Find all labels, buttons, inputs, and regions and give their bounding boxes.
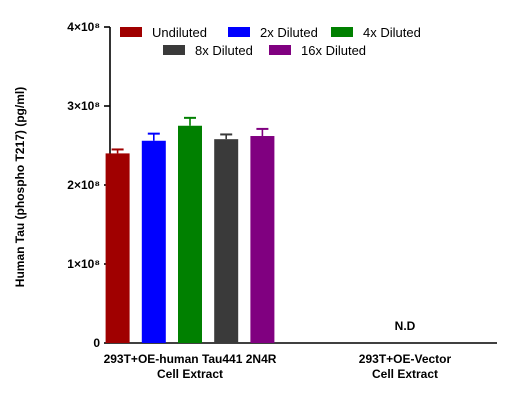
x-category-label: Cell Extract [372,367,438,381]
legend-label: 16x Diluted [301,43,366,58]
y-axis-ticks: 0 1×10⁸ 2×10⁸ 3×10⁸ 4×10⁸ [67,20,110,350]
legend-item: 4x Diluted [331,25,421,40]
error-bar [184,116,196,126]
bar [214,139,239,343]
annotations: N.D [395,319,416,333]
legend-item: 16x Diluted [269,43,366,58]
legend-swatch [163,45,185,55]
bars [105,116,275,343]
legend-swatch [269,45,291,55]
legend-swatch [120,27,142,37]
y-axis-label: Human Tau (phospho T217) (pg/ml) [13,87,27,287]
legend-swatch [331,27,353,37]
bar [178,125,202,343]
axes [109,27,497,344]
error-bar [220,133,233,140]
legend-label: 2x Diluted [260,25,318,40]
legend-label: Undiluted [152,25,207,40]
legend-label: 4x Diluted [363,25,421,40]
y-tick-label: 3×10⁸ [67,99,100,113]
x-category-label: 293T+OE-human Tau441 2N4R [104,352,277,366]
legend-swatch [228,27,250,37]
bar [105,153,130,343]
legend: Undiluted 2x Diluted 4x Diluted 8x Diluted 1… [120,25,421,58]
y-tick-label: 0 [93,336,100,350]
bar [250,136,275,343]
y-tick-label: 4×10⁸ [67,20,100,34]
error-bar [111,148,124,154]
legend-label: 8x Diluted [195,43,253,58]
x-category-label: 293T+OE-Vector [359,352,452,366]
legend-item: 2x Diluted [228,25,318,40]
legend-item: 8x Diluted [163,43,253,58]
x-category-label: Cell Extract [157,367,223,381]
y-tick-label: 1×10⁸ [67,257,100,271]
bar [141,140,166,343]
legend-item: Undiluted [120,25,207,40]
nd-annotation: N.D [395,319,416,333]
error-bar [147,132,160,141]
error-bar [256,127,269,137]
y-tick-label: 2×10⁸ [67,178,100,192]
